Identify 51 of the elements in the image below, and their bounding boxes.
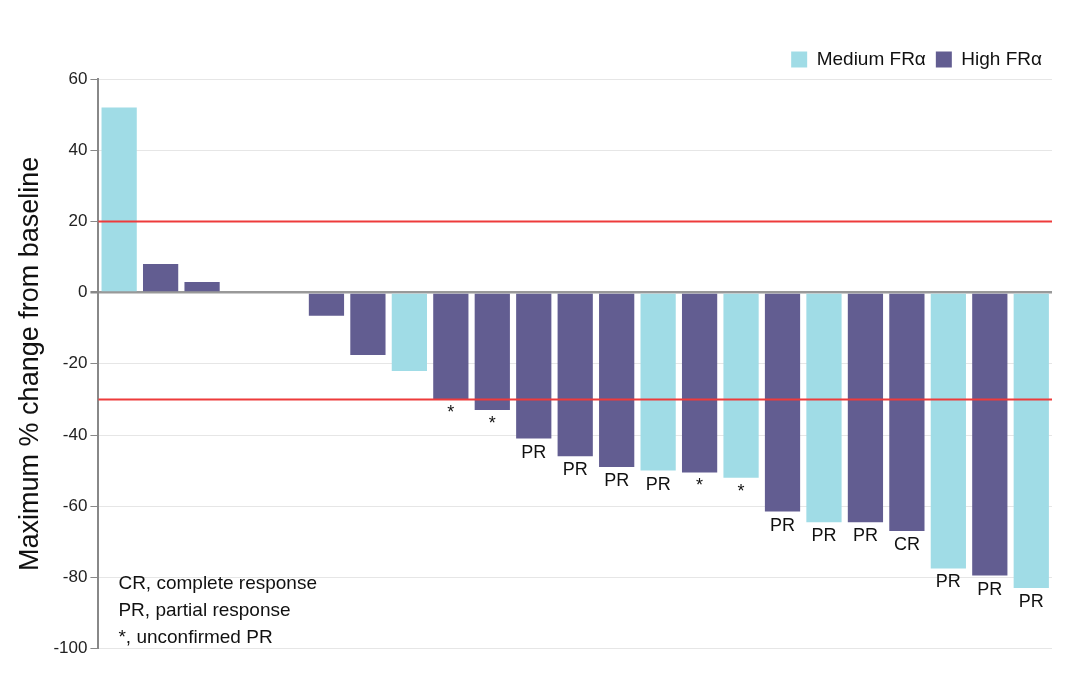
annotation: *, unconfirmed PR bbox=[118, 625, 273, 647]
bar bbox=[889, 293, 925, 532]
bar bbox=[101, 107, 137, 292]
y-tick-label: 40 bbox=[68, 139, 88, 159]
data-label: PR bbox=[562, 459, 588, 480]
y-tick-label: 60 bbox=[68, 68, 88, 88]
bar bbox=[847, 293, 884, 523]
y-tick-label: -20 bbox=[62, 353, 88, 373]
y-tick-label: 20 bbox=[68, 211, 88, 231]
bar bbox=[1013, 293, 1049, 589]
bar bbox=[350, 293, 386, 355]
data-label: PR bbox=[977, 578, 1003, 599]
data-label: * bbox=[447, 402, 455, 423]
bar bbox=[308, 293, 345, 316]
bar bbox=[184, 281, 220, 292]
bar bbox=[972, 293, 1008, 576]
bar bbox=[764, 293, 801, 512]
bar bbox=[723, 293, 759, 478]
annotation: CR, complete response bbox=[118, 571, 317, 593]
bar bbox=[474, 293, 510, 411]
bar bbox=[433, 293, 469, 400]
legend-label: Medium FRα bbox=[816, 47, 926, 69]
data-label: * bbox=[488, 413, 496, 434]
legend-label: High FRα bbox=[961, 47, 1043, 69]
y-tick-label: -60 bbox=[62, 495, 88, 515]
bar bbox=[557, 293, 593, 457]
data-label: PR bbox=[852, 525, 878, 546]
y-tick-label: -100 bbox=[53, 638, 88, 658]
data-label: PR bbox=[770, 514, 796, 535]
data-label: PR bbox=[1018, 591, 1044, 612]
bar bbox=[516, 293, 552, 439]
bar bbox=[391, 293, 427, 371]
annotation: PR, partial response bbox=[118, 598, 291, 620]
bar bbox=[142, 264, 179, 292]
y-axis-title: Maximum % change from baseline bbox=[13, 156, 44, 571]
data-label: * bbox=[737, 480, 745, 501]
data-label: PR bbox=[811, 525, 837, 546]
data-label: * bbox=[696, 475, 704, 496]
bar bbox=[599, 293, 635, 468]
data-label: PR bbox=[935, 571, 961, 592]
data-label: PR bbox=[645, 473, 671, 494]
y-tick-label: 0 bbox=[77, 282, 88, 302]
bar bbox=[681, 293, 718, 473]
data-label: PR bbox=[604, 470, 630, 491]
data-label: CR bbox=[893, 534, 920, 555]
y-tick-label: -40 bbox=[62, 424, 88, 444]
data-label: PR bbox=[521, 441, 547, 462]
y-tick-label: -80 bbox=[62, 567, 88, 587]
bar bbox=[930, 293, 966, 569]
bar bbox=[640, 293, 676, 471]
bar bbox=[806, 293, 842, 523]
